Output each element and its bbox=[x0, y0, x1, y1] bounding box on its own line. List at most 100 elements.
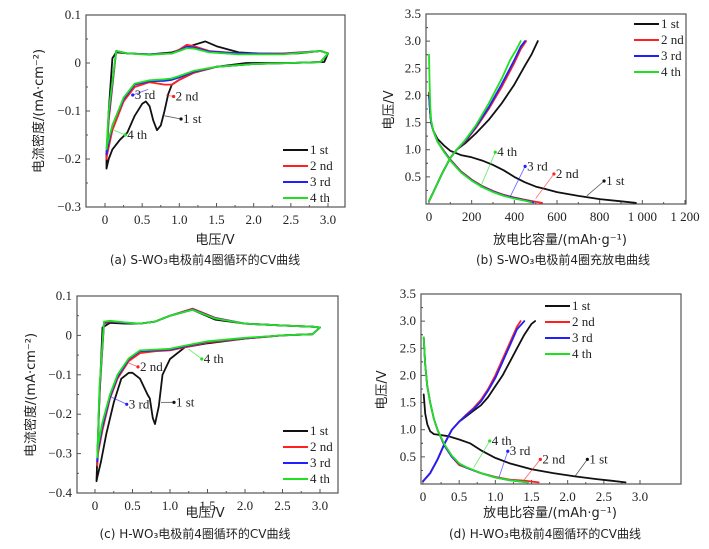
annotation-arrow-3rd bbox=[498, 451, 509, 478]
series-line-4th bbox=[428, 53, 533, 204]
annotation-arrowhead-3rd bbox=[131, 93, 135, 97]
x-tick-label: 0.5 bbox=[124, 498, 140, 513]
series-line-3rd bbox=[96, 308, 321, 463]
annotation-label-3rd: 3 rd bbox=[135, 87, 156, 102]
x-tick-label: 800 bbox=[590, 209, 610, 224]
series-line-4th bbox=[96, 308, 321, 459]
x-tick-label: 0 bbox=[420, 489, 427, 504]
legend-label-3rd: 3 rd bbox=[310, 174, 331, 189]
series-line-2nd bbox=[96, 307, 321, 467]
chart-caption: (c) H-WO₃电极前4圈循环的CV曲线 bbox=[100, 526, 291, 541]
y-tick-label: −0.3 bbox=[48, 446, 72, 461]
annotation-arrow-1st bbox=[586, 180, 605, 197]
annotation-arrow-2nd bbox=[535, 173, 555, 199]
annotation-arrowhead-2nd bbox=[538, 457, 542, 461]
y-axis-title: 电流密度/(mA·cm⁻²) bbox=[23, 333, 39, 457]
annotation-arrowhead-1st bbox=[585, 457, 589, 461]
annotation-label-2nd: 2 nd bbox=[556, 166, 579, 181]
annotation-label-1st: 1 st bbox=[176, 394, 195, 409]
annotation-arrow-4th bbox=[473, 440, 491, 468]
annotation-label-3rd: 3 rd bbox=[129, 396, 150, 411]
y-tick-label: 0 bbox=[75, 55, 82, 70]
legend-label-3rd: 3 rd bbox=[661, 48, 682, 63]
annotation-arrow-1st bbox=[164, 115, 182, 120]
y-tick-label: −0.1 bbox=[57, 103, 81, 118]
annotation-arrowhead-2nd bbox=[552, 172, 556, 176]
y-tick-label: −0.2 bbox=[57, 151, 81, 166]
y-tick-label: 2.5 bbox=[400, 340, 416, 355]
plot-area bbox=[95, 307, 321, 483]
series-line-1st bbox=[428, 40, 539, 203]
x-tick-label: 1.5 bbox=[199, 498, 215, 513]
y-tick-label: −0.3 bbox=[57, 199, 81, 214]
y-axis-title: 电流密度/(mA·cm⁻²) bbox=[31, 49, 47, 173]
x-tick-label: 2.5 bbox=[596, 489, 612, 504]
x-tick-label: 200 bbox=[462, 209, 482, 224]
x-tick-label: 1.5 bbox=[208, 212, 224, 227]
y-tick-label: 3.0 bbox=[400, 313, 416, 328]
annotation-label-1st: 1 st bbox=[589, 451, 608, 466]
y-tick-label: 0.5 bbox=[400, 449, 416, 464]
annotation-label-3rd: 3 rd bbox=[527, 158, 548, 173]
x-tick-label: 600 bbox=[547, 209, 567, 224]
legend-label-2nd: 2 nd bbox=[310, 439, 333, 454]
annotation-label-2nd: 2 nd bbox=[542, 451, 565, 466]
y-axis-title: 电压/V bbox=[375, 370, 390, 409]
annotation-arrow-2nd bbox=[128, 362, 139, 368]
annotation-label-1st: 1 st bbox=[606, 173, 625, 188]
plot-area bbox=[105, 40, 329, 170]
legend-label-4th: 4 th bbox=[572, 346, 592, 361]
x-tick-label: 0.5 bbox=[451, 489, 467, 504]
y-tick-label: 0.1 bbox=[65, 7, 81, 22]
legend-label-3rd: 3 rd bbox=[310, 455, 331, 470]
y-tick-label: 0 bbox=[66, 327, 73, 342]
y-tick-label: 1.0 bbox=[400, 422, 416, 437]
x-axis-title: 放电比容量/(mAh·g⁻¹) bbox=[483, 505, 617, 521]
annotation-arrow-4th bbox=[188, 348, 202, 360]
x-tick-label: 2.5 bbox=[274, 498, 290, 513]
annotation-arrowhead-1st bbox=[602, 179, 606, 183]
plot-area bbox=[428, 40, 637, 204]
y-tick-label: 0.1 bbox=[56, 288, 72, 303]
x-tick-label: 2.5 bbox=[283, 212, 299, 227]
annotation-arrowhead-4th bbox=[488, 439, 492, 443]
y-tick-label: −0.1 bbox=[48, 367, 72, 382]
legend-label-4th: 4 th bbox=[661, 64, 681, 79]
x-axis-title: 电压/V bbox=[185, 506, 224, 521]
x-tick-label: 1 000 bbox=[628, 209, 657, 224]
y-tick-label: 3.5 bbox=[405, 6, 421, 21]
annotation-label-4th: 4 th bbox=[492, 433, 512, 448]
x-tick-label: 2.0 bbox=[560, 489, 576, 504]
legend-label-2nd: 2 nd bbox=[661, 32, 684, 47]
x-tick-label: 1 200 bbox=[670, 209, 699, 224]
legend-label-3rd: 3 rd bbox=[572, 330, 593, 345]
plot-frame bbox=[85, 14, 346, 208]
y-tick-label: 0.5 bbox=[405, 169, 421, 184]
annotation-arrowhead-3rd bbox=[125, 402, 129, 406]
y-tick-label: 2.0 bbox=[400, 367, 416, 382]
legend-label-1st: 1 st bbox=[310, 142, 329, 157]
x-tick-label: 3.0 bbox=[312, 498, 328, 513]
x-tick-label: 400 bbox=[505, 209, 525, 224]
series-line-4th bbox=[105, 47, 329, 151]
annotation-arrow-3rd bbox=[132, 89, 149, 96]
series-line-4th bbox=[422, 336, 529, 484]
legend-label-1st: 1 st bbox=[572, 298, 591, 313]
annotation-label-4th: 4 th bbox=[497, 144, 517, 159]
legend-label-1st: 1 st bbox=[310, 423, 329, 438]
annotation-arrow-2nd bbox=[523, 459, 541, 480]
annotation-label-1st: 1 st bbox=[183, 111, 202, 126]
annotation-arrowhead-1st bbox=[179, 117, 183, 121]
y-tick-label: 1.5 bbox=[400, 395, 416, 410]
annotation-label-4th: 4 th bbox=[204, 351, 224, 366]
y-tick-label: −0.2 bbox=[48, 406, 72, 421]
y-tick-label: 1.5 bbox=[405, 115, 421, 130]
y-tick-label: −0.4 bbox=[48, 485, 72, 500]
x-tick-label: 3.0 bbox=[632, 489, 648, 504]
x-tick-label: 0.5 bbox=[134, 212, 150, 227]
legend-label-4th: 4 th bbox=[310, 471, 330, 486]
series-line-3rd bbox=[428, 40, 526, 203]
chart-panel-b: 0 200 400 600 800 1 000 1 200 0.5 1.0 1.5 2.0 2.5 3.… bbox=[382, 6, 700, 267]
annotation-arrowhead-3rd bbox=[523, 164, 527, 168]
